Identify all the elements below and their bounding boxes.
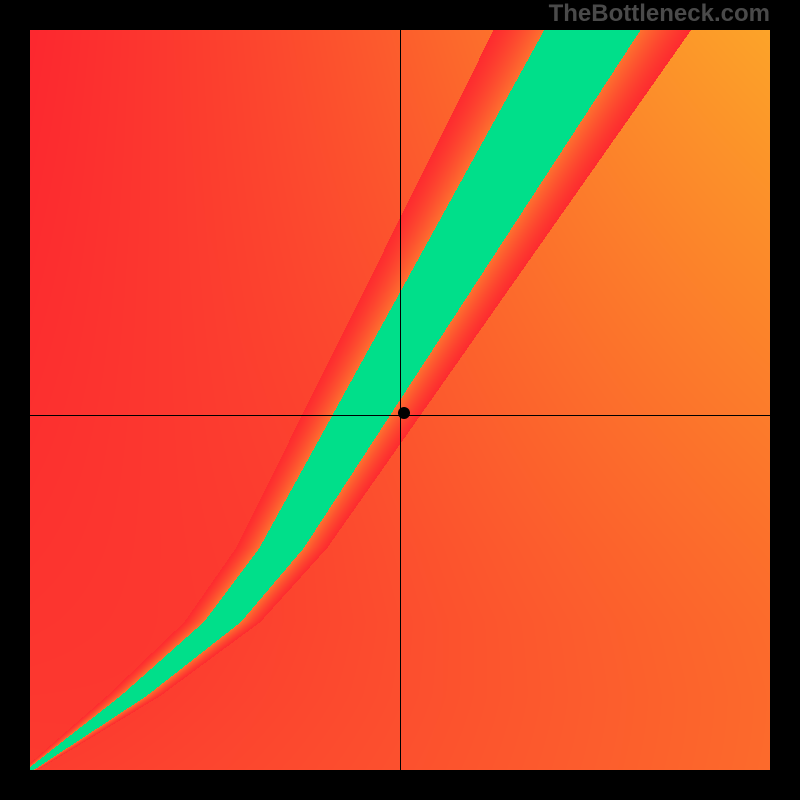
chart-root: TheBottleneck.com — [0, 0, 800, 800]
watermark-text: TheBottleneck.com — [549, 0, 770, 28]
crosshair-vertical — [400, 30, 401, 770]
plot-area — [30, 30, 770, 770]
selection-marker[interactable] — [398, 407, 410, 419]
